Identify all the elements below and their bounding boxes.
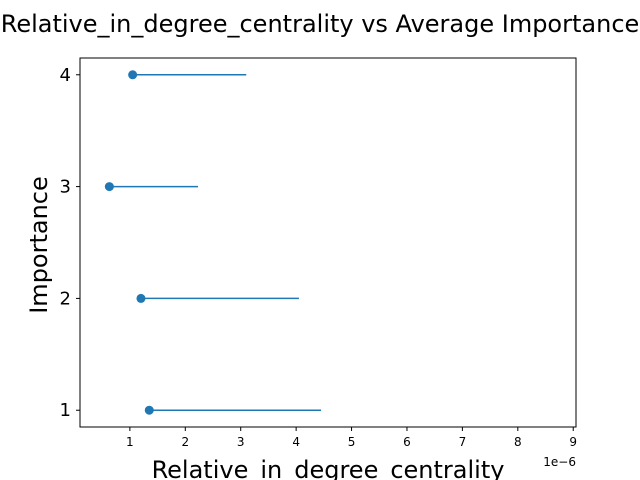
x-tick-label: 9	[569, 435, 577, 449]
y-axis: 1 2 3 4	[60, 65, 80, 421]
x-axis: 1 2 3 4 5 6 7 8 9	[126, 427, 577, 449]
data-point	[128, 70, 138, 80]
chart-title: Relative_in_degree_centrality vs Average…	[1, 10, 640, 38]
y-tick-label: 3	[60, 177, 71, 198]
data-point-group	[144, 405, 322, 415]
y-tick-label: 1	[60, 400, 71, 421]
y-tick-label: 2	[60, 288, 71, 309]
data-point-group	[104, 182, 199, 192]
x-tick-label: 1	[126, 435, 134, 449]
data-point	[144, 405, 154, 415]
plot-area	[104, 70, 322, 415]
x-tick-label: 7	[459, 435, 467, 449]
x-tick-label: 8	[514, 435, 522, 449]
data-point	[104, 182, 114, 192]
plot-frame	[79, 57, 577, 428]
x-axis-label: Relative_in_degree_centrality	[152, 456, 505, 480]
x-tick-label: 6	[403, 435, 411, 449]
data-point-group	[136, 293, 299, 303]
data-point	[136, 293, 146, 303]
y-axis-label: Importance	[25, 176, 53, 314]
x-tick-label: 2	[181, 435, 189, 449]
x-axis-offset-text: 1e−6	[543, 455, 576, 469]
x-tick-label: 3	[237, 435, 245, 449]
y-tick-label: 4	[60, 65, 71, 86]
x-tick-label: 5	[348, 435, 356, 449]
x-tick-label: 4	[292, 435, 300, 449]
data-point-group	[128, 70, 247, 80]
